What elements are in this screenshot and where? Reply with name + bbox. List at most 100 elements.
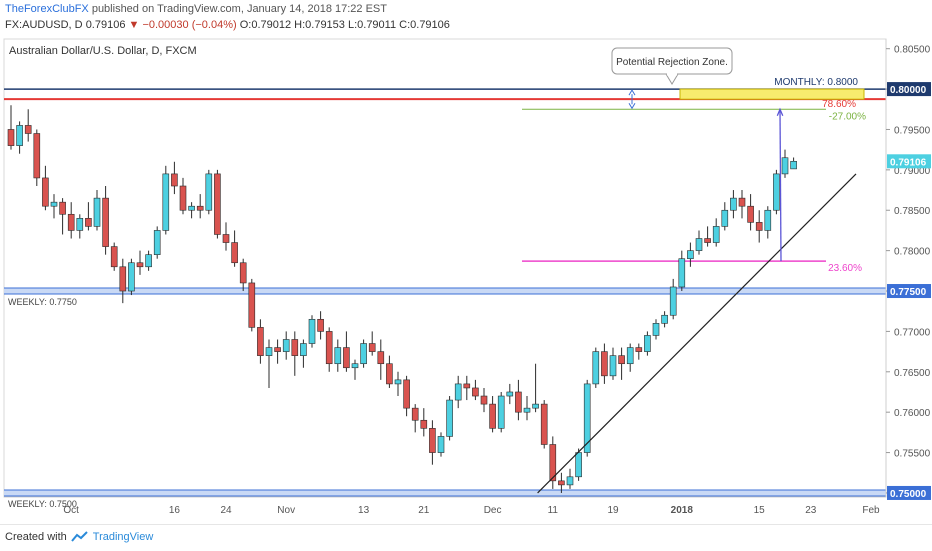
candle [592, 347, 600, 388]
candle [635, 343, 643, 360]
candle [669, 278, 677, 320]
candle [446, 396, 453, 441]
candle [540, 400, 548, 449]
candle [162, 165, 170, 235]
candle-body [558, 480, 565, 486]
x-tick-label: Oct [63, 505, 79, 516]
candle-body [102, 197, 109, 247]
candle-body [85, 218, 92, 227]
candle [128, 258, 135, 296]
candle-body [635, 347, 643, 352]
candle-body [205, 173, 213, 211]
price-tag-label: 0.77500 [890, 287, 927, 298]
candle [85, 202, 92, 231]
candle-body [764, 209, 772, 231]
plot-background [3, 38, 887, 498]
candle [136, 250, 144, 275]
candle [652, 319, 660, 340]
candle-body [145, 254, 152, 268]
level-band [4, 288, 886, 295]
candle [764, 206, 772, 239]
candle [781, 149, 789, 178]
candle [549, 436, 557, 489]
candle [188, 202, 195, 219]
candle [334, 339, 342, 372]
candle [50, 194, 58, 219]
candle-body [67, 213, 75, 231]
candle [145, 250, 152, 271]
candle-body [282, 339, 290, 352]
price-axis[interactable]: 0.75000 0.75500 0.76000 0.76500 0.77000 0.775… [885, 39, 931, 500]
candle [506, 383, 514, 405]
price-chart[interactable]: Australian Dollar/U.S. Dollar, D, FXCM M… [0, 34, 932, 524]
time-axis[interactable]: Oct 16 24 Nov 13 21 Dec 11 19 2018 15 23 Feb [4, 496, 886, 516]
candle-body [497, 395, 505, 429]
candle-body [609, 355, 617, 377]
price-change: ▼ −0.00030 (−0.04%) [128, 19, 237, 31]
current-price-label: 0.79106 [890, 157, 927, 168]
candle-body [523, 407, 531, 413]
candle-body [583, 383, 591, 453]
candle [274, 339, 281, 364]
price-tag [887, 82, 931, 97]
candle-body [33, 133, 41, 179]
candle [601, 343, 608, 384]
candle [205, 169, 213, 215]
candle [429, 420, 436, 465]
candle [231, 230, 238, 267]
candle [790, 157, 797, 170]
candle [360, 339, 367, 368]
published-text: published on TradingView.com, January 14… [88, 3, 387, 15]
candle-body [515, 391, 522, 413]
last-price: 0.79106 [85, 19, 126, 31]
x-tick-label: 11 [548, 505, 559, 516]
x-tick-label: 19 [607, 505, 619, 516]
candle [308, 315, 316, 348]
candle [119, 258, 127, 304]
candle [265, 339, 273, 388]
price-tag-label: 0.75000 [890, 489, 927, 500]
candle-body [196, 205, 204, 211]
symbol-line: FX:AUDUSD, D 0.79106 ▼ −0.00030 (−0.04%)… [5, 19, 450, 31]
tradingview-link[interactable]: TradingView [92, 531, 154, 543]
candle-body [317, 318, 324, 332]
candle [420, 408, 428, 437]
candle [343, 331, 350, 372]
candle [351, 359, 359, 380]
candle-body [472, 387, 479, 397]
y-tick-label: 0.79000 [894, 166, 931, 177]
candle-body [437, 436, 445, 453]
candle [67, 202, 75, 239]
level-label: WEEKLY: 0.7750 [8, 297, 77, 307]
measure-arrow-head-down [628, 103, 636, 110]
publisher-name[interactable]: TheForexClubFX [5, 3, 89, 15]
chart-header: TheForexClubFX published on TradingView.… [0, 0, 932, 34]
candle-body [214, 173, 221, 235]
candle-body [110, 246, 118, 268]
current-price-tag [887, 154, 931, 169]
candle [196, 194, 204, 219]
candle [437, 432, 445, 457]
created-with-text: Created with [5, 531, 67, 543]
candle [93, 190, 101, 231]
level-label: MONTHLY: 0.8000 [774, 77, 858, 88]
candle [7, 105, 15, 150]
candle-body [712, 226, 720, 243]
y-tick-label: 0.75500 [894, 449, 931, 460]
candle [704, 226, 711, 247]
candle [179, 177, 187, 215]
candle-body [549, 444, 557, 482]
candle-body [695, 238, 703, 251]
candle-body [687, 250, 694, 260]
ohlc-values: O:0.79012 H:0.79153 L:0.79011 C:0.79106 [239, 19, 450, 31]
level-label: WEEKLY: 0.7500 [8, 499, 77, 509]
candle [291, 331, 299, 376]
candle [730, 190, 737, 219]
uptrend-line [537, 173, 857, 494]
candle-body [790, 160, 797, 170]
y-tick-label: 0.78500 [894, 206, 931, 217]
candle-body [291, 339, 299, 356]
candle [300, 339, 307, 368]
candle [403, 375, 410, 417]
candle [661, 311, 668, 328]
